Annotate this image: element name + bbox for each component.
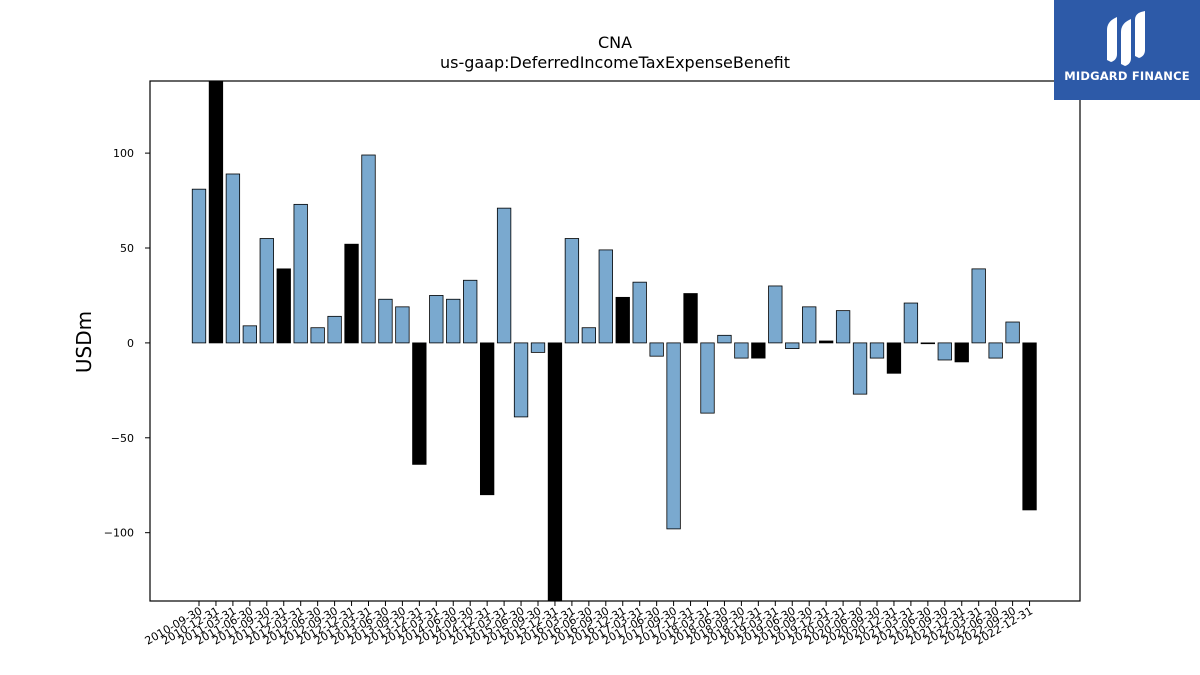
bar-2012-03-31 [293,203,308,344]
y-tick-label: −100 [104,527,134,540]
bar-2018-06-30 [717,334,732,344]
bar-2013-12-31 [412,342,427,465]
y-tick-label: 50 [120,242,134,255]
bar-2012-06-30 [310,327,325,344]
bars-group [191,81,1037,601]
bar-2013-06-30 [378,298,393,344]
bar-2011-09-30 [259,238,274,344]
bar-2015-06-30 [513,342,529,418]
bar-2015-12-31 [547,342,563,601]
bar-2020-12-31 [886,342,902,374]
bar-2021-06-30 [920,342,935,345]
bar-2018-12-31 [751,342,766,359]
y-tick-label: −50 [111,432,134,445]
y-tick-label: 0 [127,337,134,350]
chart-title: CNA [597,33,633,52]
y-axis-label: USDm [72,310,96,374]
bar-2018-09-30 [734,342,749,359]
bar-2020-06-30 [852,342,868,395]
bar-2017-03-31 [632,281,647,344]
bar-2014-03-31 [429,295,444,344]
logo-mark-icon [1107,11,1145,66]
bar-2019-06-30 [785,342,800,349]
bar-2012-12-31 [344,243,359,344]
bar-2011-06-30 [242,325,258,344]
chart-subtitle: us-gaap:DeferredIncomeTaxExpenseBenefit [439,53,791,72]
bar-2019-12-31 [819,340,834,344]
bar-2020-03-31 [835,310,851,344]
bar-2010-12-31 [208,81,224,344]
bar-2021-12-31 [954,342,969,363]
bar-2022-12-31 [1022,342,1037,511]
midgard-finance-logo: MIDGARD FINANCE [1054,0,1200,100]
bar-2022-09-30 [1005,321,1020,344]
bar-2014-06-30 [446,298,461,344]
bar-2011-03-31 [225,173,241,344]
bar-2014-09-30 [463,279,478,344]
bar-2014-12-31 [479,342,495,496]
bar-2018-03-31 [700,342,715,414]
bar-2015-03-31 [496,207,512,344]
plot-frame [149,80,1081,602]
bar-2010-09-30 [191,188,207,344]
bar-2011-12-31 [276,268,291,344]
bar-2012-09-30 [327,315,342,344]
bar-2020-09-30 [869,342,885,359]
bar-2013-03-31 [361,154,376,344]
bar-2015-09-30 [530,342,546,353]
bar-2016-12-31 [615,296,630,344]
bar-2013-09-30 [395,306,410,344]
bar-2016-09-30 [598,249,613,344]
bar-2022-03-31 [971,268,986,344]
bar-2021-09-30 [937,342,952,361]
logo-text: MIDGARD FINANCE [1064,69,1190,83]
bar-2022-06-30 [988,342,1003,359]
bar-2016-06-30 [581,327,596,344]
y-tick-label: 100 [113,147,134,160]
bar-2017-12-31 [683,293,698,344]
bar-2017-09-30 [666,342,681,530]
bar-2016-03-31 [564,238,580,344]
bar-2019-09-30 [802,306,817,344]
bar-2017-06-30 [649,342,664,357]
bar-2021-03-31 [903,302,919,344]
bar-2019-03-31 [768,285,783,344]
